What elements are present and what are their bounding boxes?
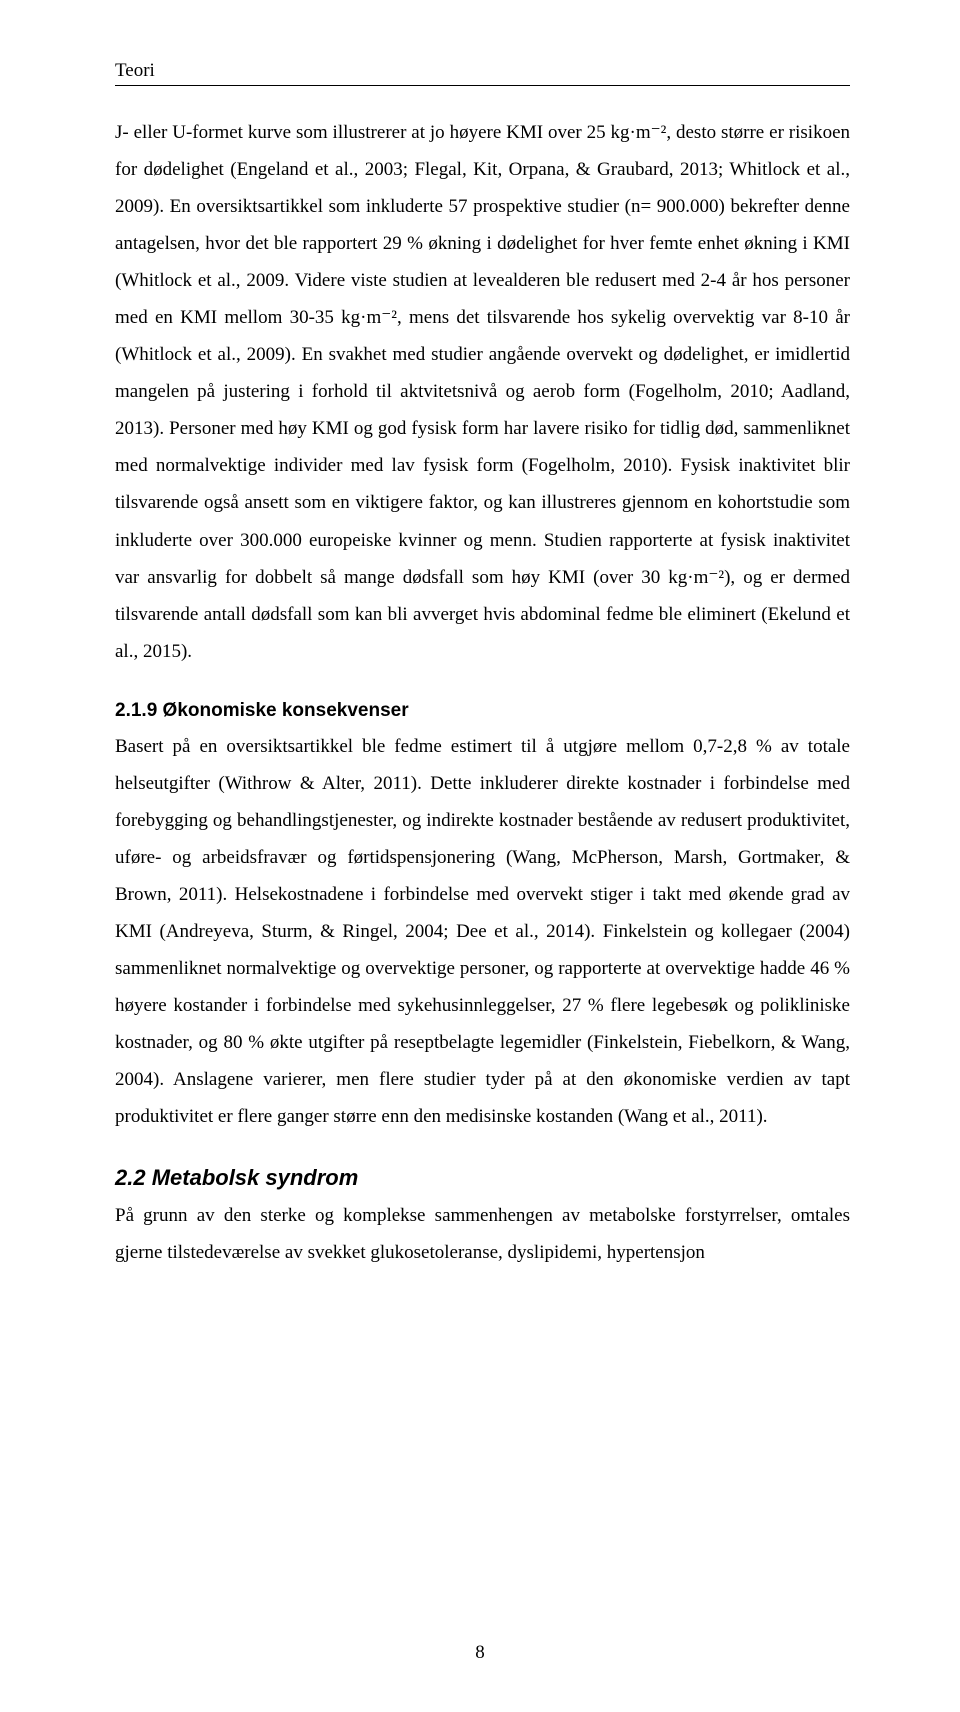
heading-2-2: 2.2 Metabolsk syndrom <box>115 1165 850 1191</box>
paragraph-2: Basert på en oversiktsartikkel ble fedme… <box>115 728 850 1136</box>
paragraph-1: J- eller U-formet kurve som illustrerer … <box>115 114 850 670</box>
paragraph-3: På grunn av den sterke og komplekse samm… <box>115 1197 850 1271</box>
heading-2-1-9: 2.1.9 Økonomiske konsekvenser <box>115 700 850 722</box>
header-rule <box>115 85 850 86</box>
page-number: 8 <box>0 1642 960 1664</box>
running-header: Teori <box>115 60 850 82</box>
